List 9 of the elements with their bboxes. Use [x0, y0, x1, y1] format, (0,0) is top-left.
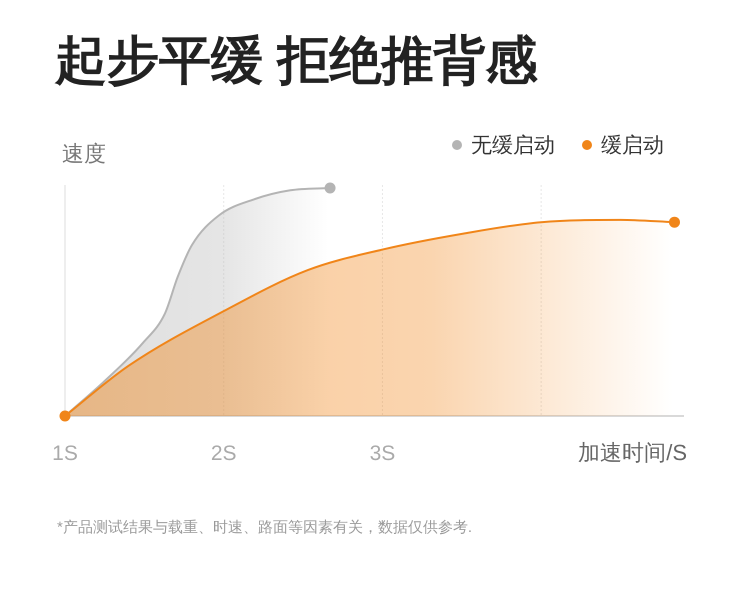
x-axis-title: 加速时间/S: [578, 440, 687, 465]
legend-label: 缓启动: [601, 134, 664, 157]
text: *产品测试结果与载重、时速、路面等因素有关，数据仅供参考.: [57, 519, 472, 536]
legend-label: 无缓启动: [471, 134, 555, 157]
y-axis-title: 速度: [62, 141, 106, 166]
chart-title: 起步平缓 拒绝推背感: [54, 32, 538, 90]
x-tick-label: 3S: [370, 442, 396, 465]
x-tick-label: 1S: [52, 442, 78, 465]
x-tick-label: 2S: [210, 442, 237, 465]
